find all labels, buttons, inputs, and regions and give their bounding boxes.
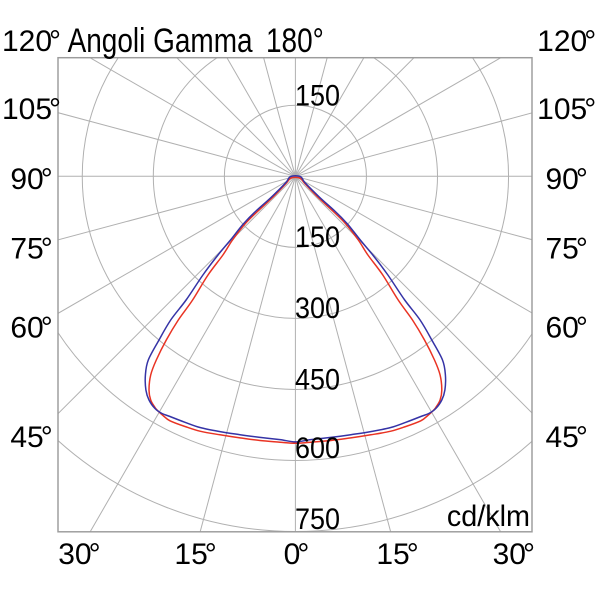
svg-text:180°: 180° xyxy=(266,21,324,59)
svg-text:45°: 45° xyxy=(10,421,52,454)
svg-text:150: 150 xyxy=(295,79,340,113)
svg-text:15°: 15° xyxy=(376,538,418,571)
svg-text:90°: 90° xyxy=(546,163,588,196)
svg-text:15°: 15° xyxy=(174,538,216,571)
svg-text:0°: 0° xyxy=(284,538,310,571)
svg-text:Angoli Gamma: Angoli Gamma xyxy=(68,21,253,59)
svg-text:105°: 105° xyxy=(537,93,596,126)
svg-text:75°: 75° xyxy=(10,232,52,265)
svg-text:cd/klm: cd/klm xyxy=(447,500,530,534)
svg-text:75°: 75° xyxy=(546,232,588,265)
svg-text:30°: 30° xyxy=(493,538,535,571)
svg-text:90°: 90° xyxy=(10,163,52,196)
svg-text:60°: 60° xyxy=(546,312,588,345)
svg-text:45°: 45° xyxy=(546,421,588,454)
svg-text:105°: 105° xyxy=(2,93,61,126)
svg-text:150: 150 xyxy=(295,221,340,255)
svg-text:300: 300 xyxy=(295,292,340,326)
svg-text:750: 750 xyxy=(295,503,340,537)
svg-text:120°: 120° xyxy=(537,25,596,58)
svg-text:120°: 120° xyxy=(2,25,61,58)
svg-text:450: 450 xyxy=(295,363,340,397)
svg-text:60°: 60° xyxy=(10,312,52,345)
svg-text:30°: 30° xyxy=(58,538,100,571)
svg-text:600: 600 xyxy=(295,432,340,466)
